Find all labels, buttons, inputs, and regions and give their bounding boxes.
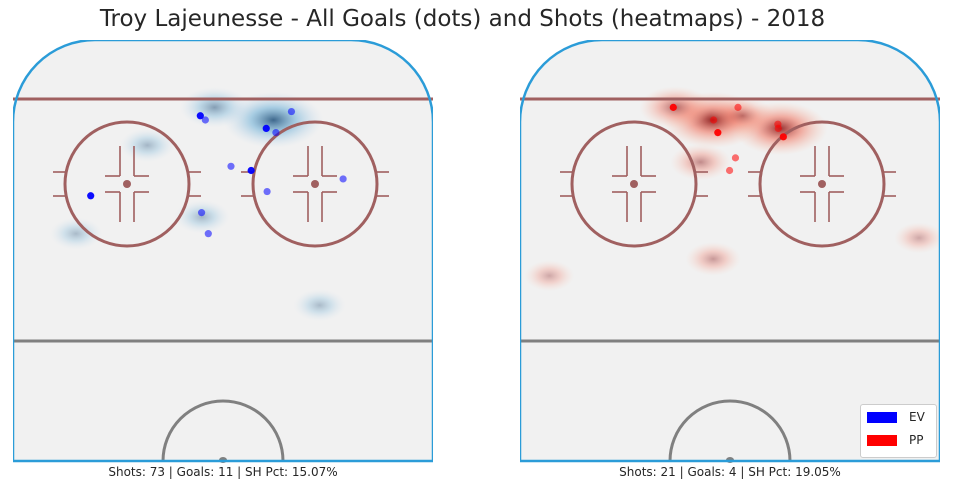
- legend-swatch-pp: [867, 434, 897, 446]
- ev-faceoff-dot: [123, 180, 131, 188]
- pp-faceoff-circle-right: [748, 120, 896, 248]
- ev-density-blob: [293, 289, 346, 322]
- ev-center-circle: [161, 399, 285, 462]
- legend-item-ev: EV: [867, 410, 925, 424]
- pp-center-circle: [668, 399, 792, 462]
- pp-goal-dot: [734, 103, 742, 111]
- legend: EV PP: [860, 404, 937, 458]
- pp-rink-panel: [518, 38, 944, 467]
- pp-goal-dot: [774, 124, 782, 133]
- ev-rink-chart: [11, 38, 435, 463]
- ev-goal-dot: [272, 129, 280, 137]
- ev-caption: Shots: 73 | Goals: 11 | SH Pct: 15.07%: [108, 465, 338, 479]
- ev-goal-dot: [262, 124, 270, 133]
- legend-item-pp: PP: [867, 433, 923, 447]
- ev-goal-dot: [201, 116, 209, 124]
- ev-goal-dot: [87, 192, 95, 200]
- legend-swatch-ev: [867, 411, 897, 423]
- legend-label-ev: EV: [909, 410, 925, 424]
- ev-goal-dot: [204, 230, 212, 238]
- ev-faceoff-ring: [251, 120, 379, 248]
- ev-goal-dot: [339, 175, 347, 183]
- ev-density-blob: [119, 128, 175, 163]
- pp-density-blob: [524, 260, 575, 292]
- pp-goals: [669, 103, 787, 175]
- ev-goal-dot: [196, 112, 204, 120]
- ev-rink-panel: [11, 38, 435, 467]
- pp-goal-dot: [779, 133, 787, 141]
- ev-density-blob: [174, 200, 230, 234]
- pp-goal-dot: [710, 116, 718, 124]
- pp-faceoff-dot: [818, 180, 826, 188]
- pp-goal-dot: [669, 103, 677, 111]
- ev-boards: [11, 38, 435, 463]
- pp-faceoff-circle-left: [560, 120, 708, 248]
- pp-faceoff-ring: [758, 120, 886, 248]
- ev-goal-dot: [263, 187, 271, 196]
- ev-faceoff-ring: [63, 120, 191, 248]
- pp-faceoff-dot: [630, 180, 638, 188]
- ev-goal-dot: [197, 209, 206, 217]
- pp-goal-dot: [731, 154, 740, 162]
- ev-goals: [87, 107, 347, 238]
- ev-density-blob: [49, 217, 103, 250]
- pp-faceoff-ring: [570, 120, 698, 248]
- legend-label-pp: PP: [909, 433, 924, 447]
- pp-goal-dot: [725, 166, 734, 175]
- pp-density-blob: [685, 242, 741, 276]
- pp-boards: [518, 38, 942, 463]
- chart-title: Troy Lajeunesse - All Goals (dots) and S…: [99, 6, 826, 32]
- pp-density-blob: [670, 143, 731, 181]
- ev-goal-dot: [287, 107, 296, 116]
- pp-rink-chart: [518, 38, 944, 463]
- ev-density-blob: [180, 87, 250, 128]
- pp-caption: Shots: 21 | Goals: 4 | SH Pct: 19.05%: [619, 465, 841, 479]
- pp-density-blob: [894, 222, 944, 254]
- ev-faceoff-circle-left: [53, 120, 201, 248]
- pp-density-blob: [710, 96, 775, 135]
- pp-goal-dot: [714, 129, 722, 137]
- ev-faceoff-circle-right: [241, 120, 389, 248]
- ev-ice: [13, 40, 433, 461]
- ev-goal-dot: [247, 166, 255, 175]
- ev-faceoff-dot: [311, 180, 319, 188]
- ev-goal-dot: [227, 162, 235, 170]
